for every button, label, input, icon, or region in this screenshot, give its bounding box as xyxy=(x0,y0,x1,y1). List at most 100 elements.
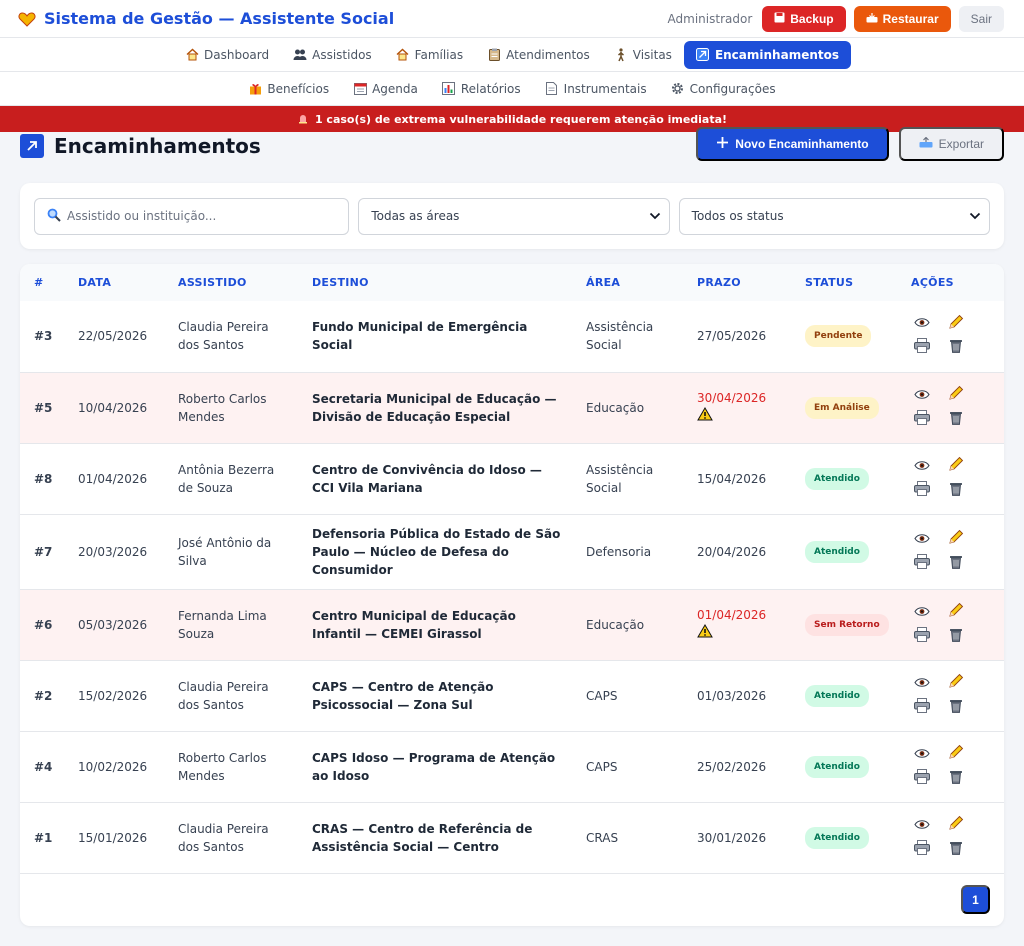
row-person: José Antônio da Silva xyxy=(164,514,298,590)
row-date: 10/02/2026 xyxy=(64,731,164,803)
row-deadline: 30/01/2026 xyxy=(683,802,791,874)
delete-button[interactable] xyxy=(945,841,967,859)
delete-button[interactable] xyxy=(945,770,967,788)
backup-button[interactable]: Backup xyxy=(762,5,846,32)
row-destination: CAPS Idoso — Programa de Atenção ao Idos… xyxy=(298,731,572,803)
delete-button[interactable] xyxy=(945,339,967,357)
secondary-nav: Benefícios Agenda Relatórios Instrumentais C… xyxy=(0,72,1024,106)
nav-item-encaminhamentos[interactable]: Encaminhamentos xyxy=(683,40,851,69)
nav-item-label: Dashboard xyxy=(204,47,270,62)
deadline-text: 01/04/2026 xyxy=(697,608,767,622)
row-status: Atendido xyxy=(791,514,897,590)
nav-item-visitas[interactable]: Visitas xyxy=(602,41,684,69)
search-input[interactable]: Assistido ou instituição... xyxy=(34,197,350,235)
print-button[interactable] xyxy=(911,768,933,788)
print-button[interactable] xyxy=(911,409,933,429)
printer-icon xyxy=(914,839,930,860)
delete-button[interactable] xyxy=(945,411,967,429)
eye-icon xyxy=(914,604,930,622)
trash-icon xyxy=(949,338,963,358)
edit-button[interactable] xyxy=(945,456,967,477)
edit-button[interactable] xyxy=(945,815,967,835)
view-button[interactable] xyxy=(911,675,933,693)
delete-button[interactable] xyxy=(945,699,967,717)
delete-button[interactable] xyxy=(945,555,967,573)
edit-button[interactable] xyxy=(945,673,967,693)
nav-item-instrumentais[interactable]: Instrumentais xyxy=(533,75,659,103)
view-button[interactable] xyxy=(911,315,933,333)
deadline-text: 15/04/2026 xyxy=(697,471,767,486)
print-button[interactable] xyxy=(911,626,933,647)
row-destination: CRAS — Centro de Referência de Assistênc… xyxy=(298,802,572,874)
nav-item-configuracoes[interactable]: Configurações xyxy=(659,75,788,103)
printer-icon xyxy=(914,338,930,358)
row-person: Claudia Pereira dos Santos xyxy=(164,802,298,874)
row-area: CAPS xyxy=(572,660,683,732)
nav-item-label: Agenda xyxy=(372,81,418,96)
edit-button[interactable] xyxy=(945,602,967,622)
printer-icon xyxy=(914,697,930,718)
row-status: Pendente xyxy=(791,301,897,373)
row-date: 10/04/2026 xyxy=(64,372,164,444)
restore-button[interactable]: Restaurar xyxy=(853,5,951,32)
print-button[interactable] xyxy=(911,480,933,500)
search-icon xyxy=(47,208,61,225)
delete-button[interactable] xyxy=(945,628,967,646)
print-button[interactable] xyxy=(911,553,933,574)
nav-item-assistidos[interactable]: Assistidos xyxy=(281,41,384,69)
row-actions xyxy=(897,660,1004,732)
nav-item-atendimentos[interactable]: Atendimentos xyxy=(475,41,602,69)
eye-icon xyxy=(914,387,930,405)
pencil-icon xyxy=(948,744,964,765)
warning-icon xyxy=(697,624,783,643)
view-button[interactable] xyxy=(911,458,933,476)
view-button[interactable] xyxy=(911,604,933,622)
row-date: 22/05/2026 xyxy=(64,301,164,373)
heart-hands-icon xyxy=(18,10,36,28)
nav-item-beneficios[interactable]: Benefícios xyxy=(236,75,341,103)
row-id: #7 xyxy=(20,514,64,590)
print-button[interactable] xyxy=(911,697,933,718)
pencil-icon xyxy=(948,456,964,477)
edit-button[interactable] xyxy=(945,744,967,765)
table-row: #4 10/02/2026 Roberto Carlos Mendes CAPS Id… xyxy=(20,731,1004,803)
trash-icon xyxy=(949,698,963,718)
row-actions xyxy=(897,802,1004,874)
row-deadline: 20/04/2026 xyxy=(683,514,791,590)
table-row: #1 15/01/2026 Claudia Pereira dos Santos CR… xyxy=(20,802,1004,874)
nav-item-familias[interactable]: Famílias xyxy=(384,41,475,69)
nav-item-relatorios[interactable]: Relatórios xyxy=(430,75,533,103)
edit-button[interactable] xyxy=(945,529,967,549)
export-button[interactable]: Exportar xyxy=(898,127,1004,161)
print-button[interactable] xyxy=(911,839,933,860)
status-badge: Atendido xyxy=(805,826,869,849)
edit-button[interactable] xyxy=(945,385,967,405)
walking-icon xyxy=(614,47,628,62)
view-button[interactable] xyxy=(911,531,933,549)
nav-item-agenda[interactable]: Agenda xyxy=(341,75,430,103)
printer-icon xyxy=(914,626,930,647)
view-button[interactable] xyxy=(911,746,933,764)
edit-button[interactable] xyxy=(945,314,967,333)
row-area: Assistência Social xyxy=(572,301,683,373)
house-icon xyxy=(185,48,199,62)
trash-icon xyxy=(949,769,963,789)
view-button[interactable] xyxy=(911,387,933,405)
deadline-text: 30/04/2026 xyxy=(697,391,767,405)
status-select[interactable]: Todos os status xyxy=(678,197,990,235)
status-badge: Sem Retorno xyxy=(805,613,889,636)
row-destination: Centro de Convivência do Idoso — CCI Vil… xyxy=(298,443,572,515)
brand: Sistema de Gestão — Assistente Social xyxy=(18,9,394,28)
nav-item-dashboard[interactable]: Dashboard xyxy=(173,41,281,69)
table-row: #2 15/02/2026 Claudia Pereira dos Santos CA… xyxy=(20,660,1004,732)
save-icon xyxy=(774,12,785,26)
print-button[interactable] xyxy=(911,338,933,358)
view-button[interactable] xyxy=(911,817,933,835)
delete-button[interactable] xyxy=(945,482,967,500)
area-select[interactable]: Todas as áreas xyxy=(358,197,670,235)
printer-icon xyxy=(914,553,930,574)
column-header: DATA xyxy=(78,276,112,289)
logout-button[interactable]: Sair xyxy=(958,5,1004,32)
page-button-1[interactable]: 1 xyxy=(961,885,990,914)
new-referral-button[interactable]: Novo Encaminhamento xyxy=(696,127,889,161)
